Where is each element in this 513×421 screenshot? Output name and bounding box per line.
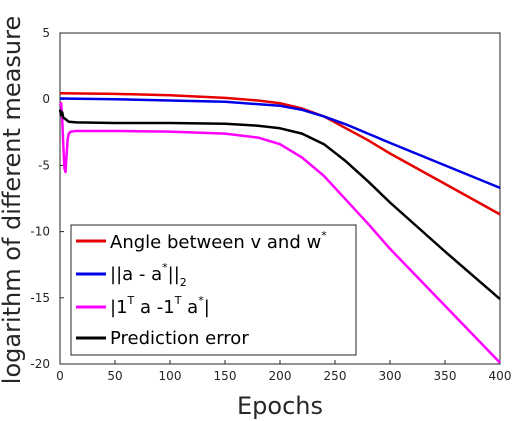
series-line-norm xyxy=(59,97,501,190)
y-tick-label: -10 xyxy=(30,225,50,239)
y-tick-label: 5 xyxy=(42,26,50,40)
legend-label-prediction: Prediction error xyxy=(110,328,249,349)
x-tick-label: 250 xyxy=(324,369,347,383)
series-line-sum xyxy=(58,101,501,364)
y-tick-label: -5 xyxy=(38,158,50,172)
series-group xyxy=(58,91,501,364)
x-tick-label: 150 xyxy=(214,369,237,383)
legend: Angle between v and w* ||a - a*||2 |1T a… xyxy=(70,224,357,356)
y-tick-label: -15 xyxy=(30,291,50,305)
x-tick-label: 200 xyxy=(269,369,292,383)
x-axis-title: Epochs xyxy=(237,392,323,420)
legend-label-sum: |1T a -1T a*| xyxy=(110,294,210,318)
series-line-prediction xyxy=(58,109,501,301)
x-tick-label: 300 xyxy=(379,369,402,383)
x-tick-label: 50 xyxy=(107,369,122,383)
x-tick-label: 100 xyxy=(159,369,182,383)
y-tick-label: 0 xyxy=(42,92,50,106)
series-line-angle xyxy=(59,91,501,216)
legend-label-angle: Angle between v and w* xyxy=(110,229,327,253)
x-tick-label: 0 xyxy=(56,369,64,383)
y-axis-title: logarithm of different measure xyxy=(0,16,26,384)
x-tick-label: 350 xyxy=(434,369,457,383)
x-tick-label: 400 xyxy=(489,369,512,383)
legend-label-norm: ||a - a*||2 xyxy=(110,261,187,289)
legend-box xyxy=(70,224,357,356)
y-tick-label: -20 xyxy=(30,357,50,371)
